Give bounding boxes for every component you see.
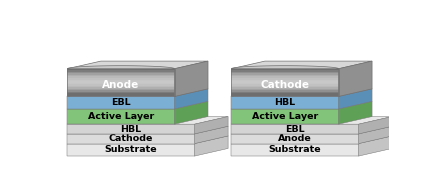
Polygon shape <box>67 86 175 87</box>
Text: EBL: EBL <box>111 98 131 107</box>
Polygon shape <box>232 75 339 76</box>
Polygon shape <box>67 70 175 72</box>
Text: EBL: EBL <box>285 125 305 134</box>
Polygon shape <box>232 87 339 89</box>
Polygon shape <box>194 136 228 156</box>
Polygon shape <box>67 61 208 69</box>
Polygon shape <box>67 84 175 86</box>
Polygon shape <box>67 126 228 134</box>
Polygon shape <box>232 73 339 75</box>
Polygon shape <box>232 61 372 69</box>
Polygon shape <box>232 92 339 93</box>
Polygon shape <box>232 80 339 81</box>
Polygon shape <box>67 95 175 96</box>
Polygon shape <box>67 81 175 83</box>
Polygon shape <box>67 73 175 75</box>
Polygon shape <box>232 144 359 156</box>
Polygon shape <box>232 81 339 83</box>
Polygon shape <box>339 101 372 124</box>
Polygon shape <box>175 101 208 124</box>
Polygon shape <box>67 76 175 78</box>
Polygon shape <box>67 83 175 84</box>
Text: Active Layer: Active Layer <box>88 112 154 121</box>
Polygon shape <box>67 96 175 109</box>
Polygon shape <box>232 70 339 72</box>
Text: Substrate: Substrate <box>269 145 321 154</box>
Polygon shape <box>232 89 372 96</box>
Polygon shape <box>67 90 175 92</box>
Text: Active Layer: Active Layer <box>252 112 318 121</box>
Polygon shape <box>67 69 175 70</box>
Polygon shape <box>232 134 359 144</box>
Polygon shape <box>67 109 175 124</box>
Polygon shape <box>232 69 339 70</box>
Polygon shape <box>232 124 359 134</box>
Polygon shape <box>232 95 339 96</box>
Polygon shape <box>232 78 339 80</box>
Polygon shape <box>339 89 372 109</box>
Polygon shape <box>67 136 228 144</box>
Polygon shape <box>339 61 372 96</box>
Polygon shape <box>232 126 392 134</box>
Polygon shape <box>67 78 175 80</box>
Polygon shape <box>67 89 175 90</box>
Text: HBL: HBL <box>274 98 295 107</box>
Polygon shape <box>232 72 339 73</box>
Polygon shape <box>232 90 339 92</box>
Polygon shape <box>232 66 339 69</box>
Polygon shape <box>232 76 339 78</box>
Polygon shape <box>67 124 194 134</box>
Polygon shape <box>232 101 372 109</box>
Polygon shape <box>232 86 339 87</box>
Polygon shape <box>175 89 208 109</box>
Polygon shape <box>232 136 392 144</box>
Polygon shape <box>67 75 175 76</box>
Polygon shape <box>67 66 175 69</box>
Polygon shape <box>67 89 208 96</box>
Polygon shape <box>359 136 392 156</box>
Polygon shape <box>175 61 208 96</box>
Polygon shape <box>67 80 175 81</box>
Polygon shape <box>67 101 208 109</box>
Polygon shape <box>232 84 339 86</box>
Text: Anode: Anode <box>102 80 140 90</box>
Polygon shape <box>232 89 339 90</box>
Polygon shape <box>67 144 194 156</box>
Polygon shape <box>67 134 194 144</box>
Polygon shape <box>194 116 228 134</box>
Text: Anode: Anode <box>278 134 312 143</box>
Text: Cathode: Cathode <box>109 134 153 143</box>
Polygon shape <box>232 83 339 84</box>
Polygon shape <box>67 87 175 89</box>
Polygon shape <box>359 116 392 134</box>
Polygon shape <box>359 126 392 144</box>
Polygon shape <box>67 92 175 93</box>
Text: HBL: HBL <box>121 125 142 134</box>
Text: Cathode: Cathode <box>260 80 309 90</box>
Polygon shape <box>67 93 175 95</box>
Polygon shape <box>232 96 339 109</box>
Polygon shape <box>232 116 392 124</box>
Polygon shape <box>194 126 228 144</box>
Text: Substrate: Substrate <box>105 145 157 154</box>
Polygon shape <box>67 116 228 124</box>
Polygon shape <box>67 72 175 73</box>
Polygon shape <box>232 93 339 95</box>
Polygon shape <box>232 109 339 124</box>
